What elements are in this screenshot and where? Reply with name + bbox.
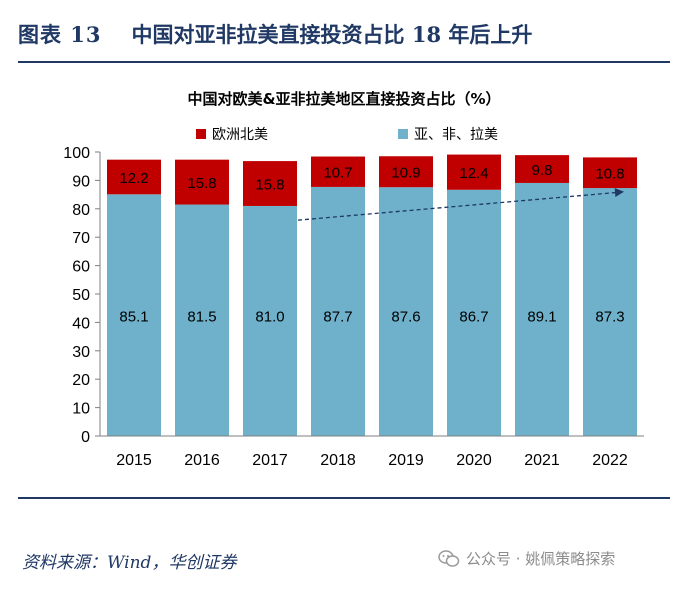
y-tick-label: 90	[72, 173, 90, 190]
y-tick-label: 60	[72, 259, 90, 276]
figure-label: 图表 13	[18, 22, 102, 47]
x-tick-label: 2021	[524, 452, 560, 469]
bar-europe-na	[379, 156, 433, 188]
bar-europe-na	[515, 155, 569, 183]
x-tick-label: 2020	[456, 452, 492, 469]
figure-header: 图表 13 中国对亚非拉美直接投资占比 18 年后上升	[18, 14, 670, 54]
chart-legend: 欧洲北美 亚、非、拉美	[0, 124, 688, 144]
data-label-europe-na: 10.8	[595, 166, 624, 183]
legend-item-europe-na: 欧洲北美	[196, 124, 268, 144]
watermark: 公众号 · 姚佩策略探索	[438, 548, 615, 569]
data-label-asia-africa-latam: 87.7	[323, 309, 352, 326]
data-label-asia-africa-latam: 89.1	[527, 309, 556, 326]
y-tick-label: 30	[72, 344, 90, 361]
y-tick-label: 70	[72, 230, 90, 247]
legend-swatch-europe-na	[196, 129, 206, 139]
y-tick-label: 100	[63, 145, 90, 162]
x-tick-label: 2017	[252, 452, 288, 469]
wechat-icon	[438, 549, 460, 567]
y-tick-label: 0	[81, 429, 90, 446]
bar-asia-africa-latam	[107, 194, 161, 436]
y-tick-label: 40	[72, 315, 90, 332]
data-label-europe-na: 15.8	[255, 177, 284, 194]
data-label-asia-africa-latam: 86.7	[459, 309, 488, 326]
data-label-europe-na: 9.8	[532, 162, 553, 179]
watermark-text: 公众号 · 姚佩策略探索	[466, 550, 616, 568]
bar-asia-africa-latam	[175, 204, 229, 436]
bar-asia-africa-latam	[311, 186, 365, 436]
bar-asia-africa-latam	[515, 182, 569, 436]
data-label-europe-na: 10.9	[391, 165, 420, 182]
trend-arrow-head	[614, 188, 624, 198]
bar-asia-africa-latam	[379, 187, 433, 436]
x-tick-label: 2019	[388, 452, 424, 469]
bar-asia-africa-latam	[583, 188, 637, 436]
data-label-europe-na: 10.7	[323, 165, 352, 182]
source-note: 资料来源：Wind，华创证券	[22, 553, 237, 573]
x-tick-label: 2018	[320, 452, 356, 469]
bar-europe-na	[447, 154, 501, 190]
data-label-asia-africa-latam: 81.0	[255, 309, 284, 326]
bar-europe-na	[311, 156, 365, 187]
legend-label-europe-na: 欧洲北美	[212, 127, 268, 143]
legend-swatch-asia-africa-latam	[398, 129, 408, 139]
bottom-divider	[18, 497, 670, 499]
data-label-europe-na: 12.2	[119, 170, 148, 187]
trend-arrow-line	[297, 191, 619, 221]
y-tick-label: 80	[72, 202, 90, 219]
legend-label-asia-africa-latam: 亚、非、拉美	[414, 127, 498, 143]
data-label-asia-africa-latam: 87.6	[391, 309, 420, 326]
data-label-asia-africa-latam: 81.5	[187, 309, 216, 326]
top-divider	[18, 61, 670, 63]
data-label-europe-na: 12.4	[459, 165, 488, 182]
y-tick-label: 20	[72, 372, 90, 389]
bar-europe-na	[243, 161, 297, 206]
x-tick-label: 2022	[592, 452, 628, 469]
y-tick-label: 10	[72, 401, 90, 418]
bar-asia-africa-latam	[447, 189, 501, 436]
chart-title: 中国对欧美&亚非拉美地区直接投资占比（%）	[187, 90, 501, 108]
x-tick-label: 2016	[184, 452, 220, 469]
x-tick-label: 2015	[116, 452, 152, 469]
data-label-asia-africa-latam: 85.1	[119, 309, 148, 326]
legend-item-asia-africa-latam: 亚、非、拉美	[398, 124, 498, 144]
data-label-asia-africa-latam: 87.3	[595, 309, 624, 326]
bar-asia-africa-latam	[243, 205, 297, 436]
y-tick-label: 50	[72, 287, 90, 304]
bar-europe-na	[583, 157, 637, 189]
bar-europe-na	[107, 159, 161, 195]
figure-title: 中国对亚非拉美直接投资占比 18 年后上升	[131, 22, 533, 47]
bar-europe-na	[175, 159, 229, 205]
data-label-europe-na: 15.8	[187, 175, 216, 192]
